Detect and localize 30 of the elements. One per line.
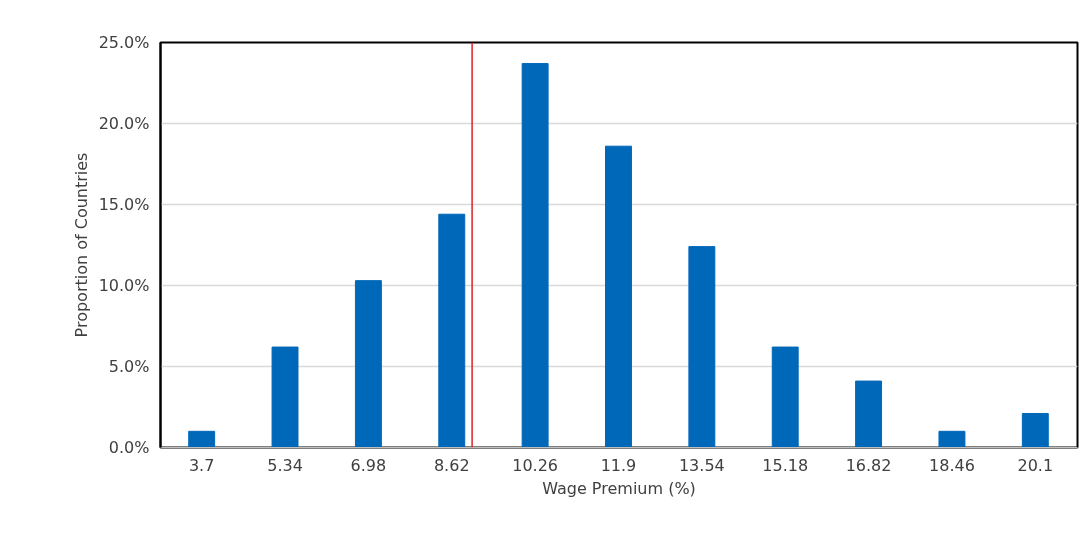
bar (771, 346, 799, 448)
x-tick-label: 13.54 (678, 455, 725, 475)
y-tick-label: 25.0% (98, 33, 150, 52)
bar (688, 246, 716, 448)
x-axis-title: Wage Premium (%) (542, 478, 696, 498)
x-tick-label: 8.62 (433, 455, 470, 475)
y-tick-label: 15.0% (98, 195, 150, 214)
x-tick-label: 15.18 (762, 455, 809, 475)
bar (605, 145, 632, 448)
x-tick-label: 18.46 (929, 455, 975, 475)
y-tick-label: 5.0% (108, 357, 150, 376)
y-tick-label: 20.0% (98, 114, 150, 133)
bar (438, 213, 466, 448)
x-tick-label: 3.7 (188, 455, 215, 475)
x-tick-label: 16.82 (845, 455, 892, 475)
bar (188, 430, 216, 448)
x-tick-label: 5.34 (267, 455, 303, 475)
x-tick-label: 11.9 (600, 455, 637, 475)
y-tick-label: 10.0% (98, 276, 150, 295)
bar (855, 380, 883, 448)
x-tick-label: 6.98 (350, 455, 387, 475)
bar (1021, 412, 1049, 448)
bar (271, 346, 299, 448)
bar (521, 63, 549, 448)
y-axis-title: Proportion of Countries (71, 152, 91, 338)
bar (938, 430, 966, 448)
x-tick-label: 20.1 (1017, 455, 1054, 475)
y-tick-label: 0.0% (108, 438, 150, 457)
x-tick-label: 10.26 (512, 455, 559, 475)
bar (354, 280, 382, 448)
